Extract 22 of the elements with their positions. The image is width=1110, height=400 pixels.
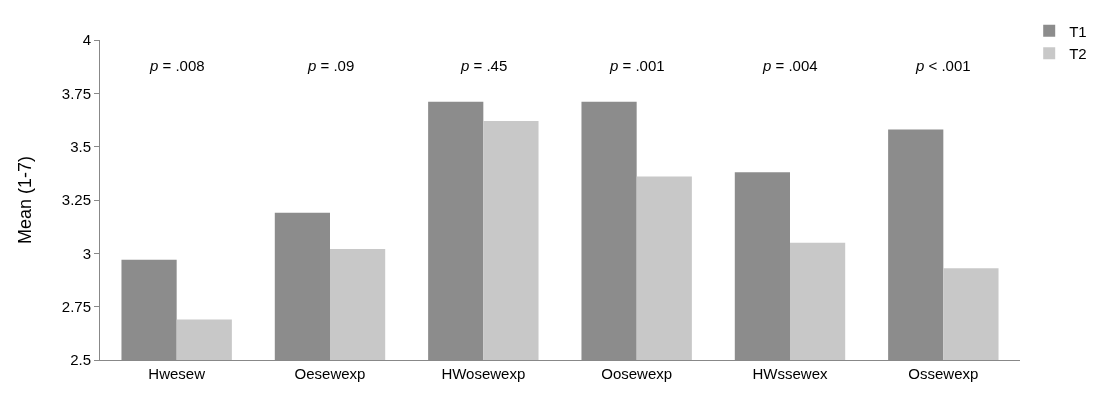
x-tick-label: Oosewexp [601,365,673,382]
annotation: p < .001 [915,57,971,74]
x-tick-label: Ossewexp [908,365,979,382]
y-tick-label: 4 [82,31,91,49]
annotation: p = .001 [609,57,665,74]
x-tick-label: HWosewexp [441,365,526,382]
y-tick-label: 2.75 [61,297,91,315]
legend-label: T2 [1069,45,1087,62]
y-tick-label: 3.25 [61,191,91,209]
x-tick-label: Hwesew [148,365,206,382]
y-tick-label: 3.75 [61,84,91,102]
annotation: p = .45 [460,57,508,74]
x-tick-label: Oesewexp [294,365,366,382]
annotation: p = .008 [149,57,205,74]
y-tick-label: 3 [82,244,91,262]
annotation: p = .004 [762,57,818,74]
annotation: p = .09 [307,57,355,74]
y-tick-label: 3.5 [70,137,91,155]
legend-label: T1 [1069,22,1087,40]
x-tick-label: HWssewex [752,365,828,382]
y-axis-title: Mean (1-7) [15,155,35,245]
y-tick-label: 2.5 [70,351,91,369]
